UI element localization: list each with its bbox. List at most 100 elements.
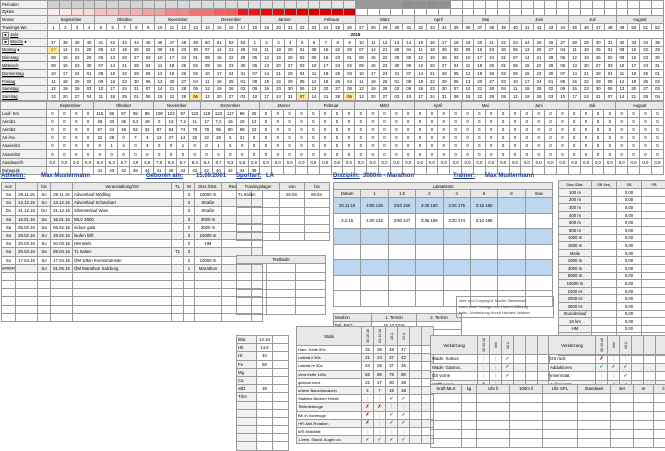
day-cell[interactable]: 24 [379, 69, 391, 77]
testlauf-cell[interactable] [296, 264, 326, 272]
stability-mark[interactable]: ✗ [362, 419, 374, 427]
day-cell[interactable]: 22 [427, 77, 439, 85]
day-cell[interactable]: 07 [557, 69, 569, 77]
lactate-cell[interactable] [525, 244, 552, 260]
day-cell[interactable]: 19 [59, 85, 71, 93]
lactate-cell[interactable] [443, 260, 470, 276]
row-bis-date[interactable]: 01.05.16 [51, 264, 73, 272]
bestlist-cell[interactable]: 0,00 [617, 264, 642, 272]
day-cell[interactable]: 18 [59, 77, 71, 85]
bestlist-cell[interactable] [642, 272, 665, 280]
cycle-cell[interactable] [83, 8, 95, 16]
stability-mark[interactable]: ✓ [398, 411, 410, 419]
day-cell[interactable]: 07 [296, 93, 308, 101]
day-cell[interactable]: 14 [462, 85, 474, 93]
lactate-cell[interactable] [470, 229, 497, 245]
day-cell[interactable]: 15 [569, 77, 581, 85]
day-cell[interactable]: 11 [462, 62, 474, 70]
row-empty[interactable] [16, 272, 38, 280]
strength-cell[interactable] [634, 393, 654, 402]
day-cell[interactable]: 01 [190, 54, 202, 62]
strength-cell[interactable] [611, 420, 634, 429]
day-cell[interactable]: 21 [320, 93, 332, 101]
day-cell[interactable]: 01 [130, 93, 142, 101]
day-cell[interactable]: 24 [533, 77, 545, 85]
row-empty[interactable] [16, 289, 38, 297]
period-cell[interactable] [213, 1, 225, 9]
day-cell[interactable]: 06 [142, 77, 154, 85]
day-cell[interactable]: 14 [616, 93, 628, 101]
day-cell[interactable]: 21 [225, 46, 237, 54]
day-cell[interactable]: 01 [237, 77, 249, 85]
period-cell[interactable] [320, 1, 332, 9]
blood-cell[interactable] [273, 368, 289, 376]
bestlist-cell[interactable] [592, 257, 617, 265]
day-cell[interactable]: 20 [533, 46, 545, 54]
testlauf-cell[interactable] [237, 289, 267, 297]
lactate-cell[interactable] [443, 275, 470, 291]
day-cell[interactable]: 04 [83, 93, 95, 101]
day-cell[interactable]: 07 [95, 62, 107, 70]
camp-cell[interactable]: 26.03. [280, 191, 305, 199]
stability-value[interactable]: 90 [398, 370, 410, 378]
cycle-cell[interactable] [59, 8, 71, 16]
day-cell[interactable]: 10 [462, 54, 474, 62]
day-cell[interactable]: 23 [427, 85, 439, 93]
lactate-cell[interactable]: 3:15 190 [470, 198, 497, 214]
cycle-cell[interactable] [142, 8, 154, 16]
day-cell[interactable]: 29 [130, 69, 142, 77]
row-tl[interactable] [172, 256, 184, 264]
day-cell[interactable]: 11 [201, 77, 213, 85]
day-cell[interactable]: 04 [296, 69, 308, 77]
strength-cell[interactable] [634, 429, 654, 438]
row-empty[interactable] [172, 272, 184, 280]
day-cell[interactable]: 04 [249, 46, 261, 54]
row-von-date[interactable]: 26.03.16 [16, 248, 38, 256]
strength-cell[interactable] [543, 402, 578, 411]
day-cell[interactable]: 09 [557, 85, 569, 93]
day-cell[interactable]: 14 [521, 54, 533, 62]
day-cell[interactable]: 17 [59, 69, 71, 77]
day-cell[interactable]: 23 [178, 46, 190, 54]
cycle-cell[interactable] [616, 8, 628, 16]
lactate-cell[interactable] [525, 198, 552, 214]
day-cell[interactable]: 20 [580, 62, 592, 70]
camp-cell[interactable] [280, 216, 305, 224]
day-cell[interactable]: 19 [213, 85, 225, 93]
bestlist-cell[interactable] [592, 302, 617, 310]
cycle-cell[interactable] [119, 8, 131, 16]
day-cell[interactable]: 15 [367, 54, 379, 62]
day-cell[interactable]: 31 [592, 93, 604, 101]
day-cell[interactable]: 19 [166, 69, 178, 77]
cycle-cell[interactable] [178, 8, 190, 16]
row-empty[interactable] [38, 281, 51, 289]
day-cell[interactable]: 07 [249, 69, 261, 77]
day-cell[interactable]: 11 [509, 85, 521, 93]
day-cell[interactable]: 18 [320, 69, 332, 77]
day-cell[interactable]: 10 [355, 69, 367, 77]
day-cell[interactable]: 13 [308, 85, 320, 93]
day-cell[interactable]: 30 [391, 62, 403, 70]
blood-cell[interactable] [273, 393, 289, 401]
day-cell[interactable]: 25 [533, 85, 545, 93]
day-cell[interactable]: 03 [83, 85, 95, 93]
day-cell[interactable]: 08 [403, 77, 415, 85]
day-cell[interactable]: 03 [604, 62, 616, 70]
day-cell[interactable]: 15 [415, 77, 427, 85]
day-cell[interactable]: 05 [557, 54, 569, 62]
day-cell[interactable]: 24 [640, 62, 652, 70]
blood-cell[interactable] [273, 376, 289, 384]
day-cell[interactable]: 05 [95, 46, 107, 54]
day-cell[interactable]: 27 [640, 85, 652, 93]
period-cell[interactable] [273, 1, 285, 9]
day-cell[interactable]: 25 [284, 46, 296, 54]
strength-cell[interactable] [578, 420, 611, 429]
testlauf-cell[interactable] [266, 281, 296, 289]
day-cell[interactable]: 27 [332, 85, 344, 93]
day-cell[interactable]: 21 [379, 46, 391, 54]
stability-mark[interactable]: │ [374, 419, 386, 427]
row-event[interactable]: indoor gala [73, 223, 172, 231]
row-event[interactable]: HM Wels [73, 240, 172, 248]
day-cell[interactable]: 17 [320, 62, 332, 70]
bestlist-cell[interactable] [642, 189, 665, 197]
